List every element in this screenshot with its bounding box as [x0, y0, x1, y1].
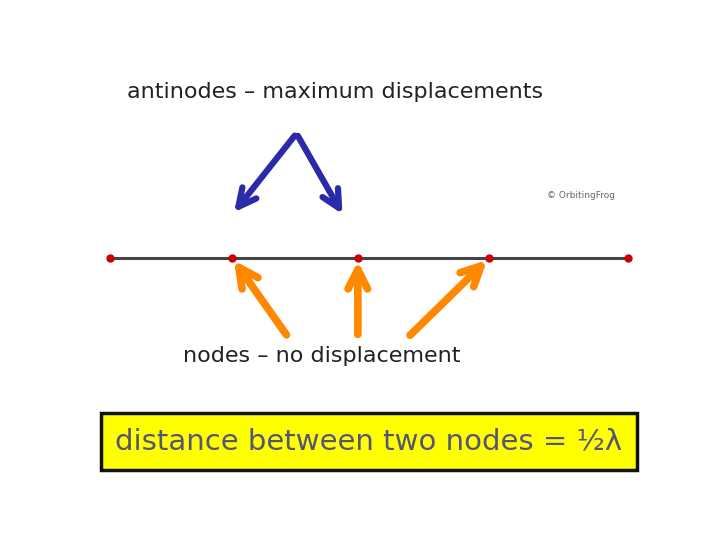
- Text: nodes – no displacement: nodes – no displacement: [183, 346, 460, 366]
- Text: antinodes – maximum displacements: antinodes – maximum displacements: [127, 82, 544, 102]
- Text: © OrbitingFrog: © OrbitingFrog: [547, 191, 615, 200]
- Text: distance between two nodes = ½λ: distance between two nodes = ½λ: [115, 427, 623, 455]
